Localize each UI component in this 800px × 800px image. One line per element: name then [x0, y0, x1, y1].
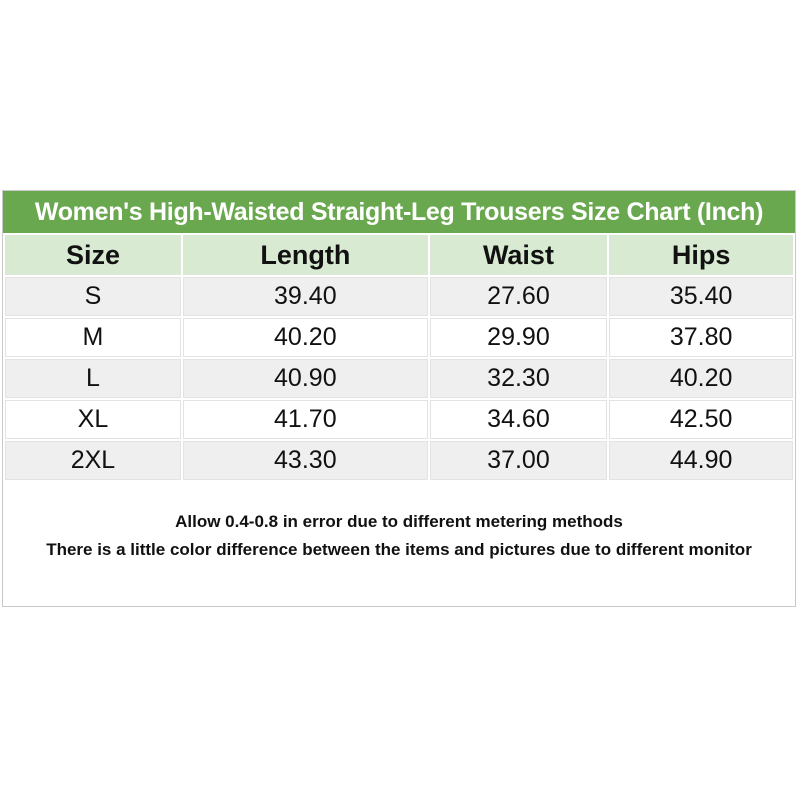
waist-cell: 27.60: [429, 277, 608, 316]
table-row-2xl: 2XL 43.30 37.00 44.90: [5, 441, 793, 480]
hips-cell: 35.40: [609, 277, 793, 316]
size-cell: M: [5, 318, 181, 357]
length-cell: 41.70: [182, 400, 428, 439]
length-cell: 39.40: [182, 277, 428, 316]
size-cell: XL: [5, 400, 181, 439]
waist-cell: 29.90: [429, 318, 608, 357]
footnote-color-difference: There is a little color difference betwe…: [46, 540, 752, 559]
table-row-s: S 39.40 27.60 35.40: [5, 277, 793, 316]
length-cell: 43.30: [182, 441, 428, 480]
hips-cell: 37.80: [609, 318, 793, 357]
waist-cell: 37.00: [429, 441, 608, 480]
hips-cell: 42.50: [609, 400, 793, 439]
table-row-xl: XL 41.70 34.60 42.50: [5, 400, 793, 439]
size-cell: S: [5, 277, 181, 316]
column-header-length: Length: [182, 235, 428, 275]
column-header-waist: Waist: [429, 235, 608, 275]
footer-notes: Allow 0.4-0.8 in error due to different …: [3, 482, 795, 606]
size-chart: Women's High-Waisted Straight-Leg Trouse…: [2, 190, 796, 607]
size-cell: L: [5, 359, 181, 398]
waist-cell: 34.60: [429, 400, 608, 439]
table-row-m: M 40.20 29.90 37.80: [5, 318, 793, 357]
length-cell: 40.90: [182, 359, 428, 398]
column-header-size: Size: [5, 235, 181, 275]
hips-cell: 40.20: [609, 359, 793, 398]
table-row-l: L 40.90 32.30 40.20: [5, 359, 793, 398]
column-header-hips: Hips: [609, 235, 793, 275]
header-row: Size Length Waist Hips: [5, 235, 793, 275]
waist-cell: 32.30: [429, 359, 608, 398]
size-cell: 2XL: [5, 441, 181, 480]
size-table: Size Length Waist Hips S 39.40 27.60 35.…: [3, 233, 795, 482]
length-cell: 40.20: [182, 318, 428, 357]
footnote-error-tolerance: Allow 0.4-0.8 in error due to different …: [175, 512, 623, 531]
size-chart-title: Women's High-Waisted Straight-Leg Trouse…: [3, 191, 795, 233]
hips-cell: 44.90: [609, 441, 793, 480]
